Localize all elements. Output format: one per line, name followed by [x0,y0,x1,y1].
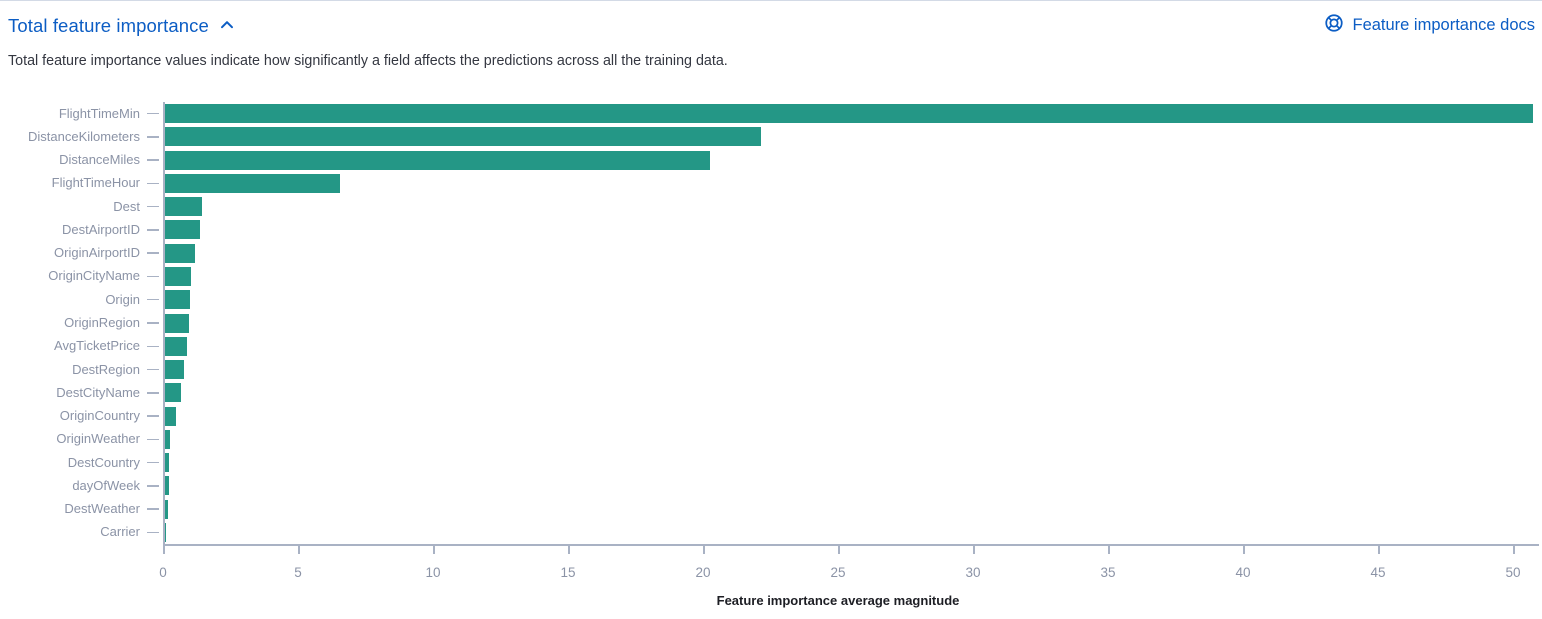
bar [164,243,195,263]
y-axis-tick [147,438,159,441]
x-axis-tick-label: 0 [159,565,167,580]
y-axis-tick [147,322,159,324]
y-axis-label: Origin [105,291,140,307]
bar [164,476,169,496]
x-axis-tick [433,544,435,554]
x-axis-tick-label: 50 [1505,565,1521,580]
x-axis-tick [568,544,570,554]
bar [164,406,177,426]
x-axis-tick-label: 5 [294,565,302,580]
bar [164,173,340,193]
bar [164,197,202,217]
x-axis-tick [298,544,300,554]
bar [164,220,201,240]
bar [164,266,191,286]
y-axis-tick [147,415,159,417]
y-axis-tick [147,205,159,208]
y-axis-tick [147,368,159,371]
y-axis-label: OriginCountry [59,408,140,424]
y-axis-label: FlightTimeMin [58,105,140,121]
y-axis-label: OriginCityName [48,268,140,284]
y-axis-tick [147,112,159,115]
y-axis-label: Carrier [100,524,140,540]
bar [164,360,185,380]
y-axis-tick [147,182,159,185]
y-axis-label: OriginWeather [56,431,140,447]
x-axis-tick-label: 10 [425,565,441,580]
y-axis-label: DistanceKilometers [28,128,140,144]
x-axis-tick [973,544,975,554]
bar [164,429,170,449]
x-axis-tick-label: 25 [830,565,846,580]
bar [164,104,1534,124]
y-axis-label: dayOfWeek [72,477,140,493]
y-axis-tick [147,229,159,231]
panel-header: Total feature importance Feature importa… [8,13,1535,38]
y-axis-label: OriginAirportID [54,245,140,261]
x-axis-tick [838,544,840,554]
x-axis-tick-label: 45 [1370,565,1386,580]
bar [164,522,167,542]
bar [164,383,181,403]
x-axis-tick [1108,544,1110,554]
bar [164,290,191,310]
y-axis-label: DistanceMiles [59,152,140,168]
bar [164,127,762,147]
y-axis-label: DestWeather [64,501,140,517]
y-axis-label: Dest [113,198,140,214]
bar [164,453,170,473]
y-axis-label: AvgTicketPrice [54,338,140,354]
bar [164,499,169,519]
x-axis-tick [163,544,165,554]
y-axis-tick [147,136,159,138]
y-axis-label: DestCountry [67,454,140,470]
y-axis-label: DestAirportID [61,221,140,237]
section-title: Total feature importance [8,14,209,36]
x-axis-tick [1243,544,1245,554]
bar [164,150,710,170]
y-axis-tick [147,461,159,464]
feature-importance-docs-link[interactable]: Feature importance docs [1324,13,1535,38]
docs-link-label: Feature importance docs [1352,16,1535,34]
y-axis-label: DestRegion [72,361,140,377]
y-axis-tick [147,508,159,510]
x-axis-tick-label: 20 [695,565,711,580]
x-axis-tick [1378,544,1380,554]
x-axis-tick [1513,544,1515,554]
y-axis-line [163,102,165,544]
x-axis-tick-label: 30 [965,565,981,580]
x-axis-tick-label: 35 [1100,565,1116,580]
y-axis-tick [147,298,159,301]
x-axis-tick-label: 15 [560,565,576,580]
y-axis-tick [147,485,159,487]
section-toggle-total-feature-importance[interactable]: Total feature importance [8,15,235,37]
section-description: Total feature importance values indicate… [8,53,728,69]
y-axis-label: DestCityName [56,384,140,400]
bar [164,313,189,333]
y-axis-tick [147,345,159,347]
y-axis-label: OriginRegion [64,315,140,330]
bar [164,336,188,356]
y-axis-tick [147,531,159,534]
x-axis-tick-label: 40 [1235,565,1251,580]
y-axis-label: FlightTimeHour [51,175,140,191]
y-axis-tick [147,252,159,254]
y-axis-tick [147,159,159,161]
help-ring-icon [1324,13,1344,38]
chevron-up-icon [219,17,235,36]
x-axis-line [163,544,1539,546]
y-axis-tick [147,275,159,278]
x-axis-tick [703,544,705,554]
y-axis-tick [147,392,159,394]
x-axis-title: Feature importance average magnitude [716,593,960,608]
